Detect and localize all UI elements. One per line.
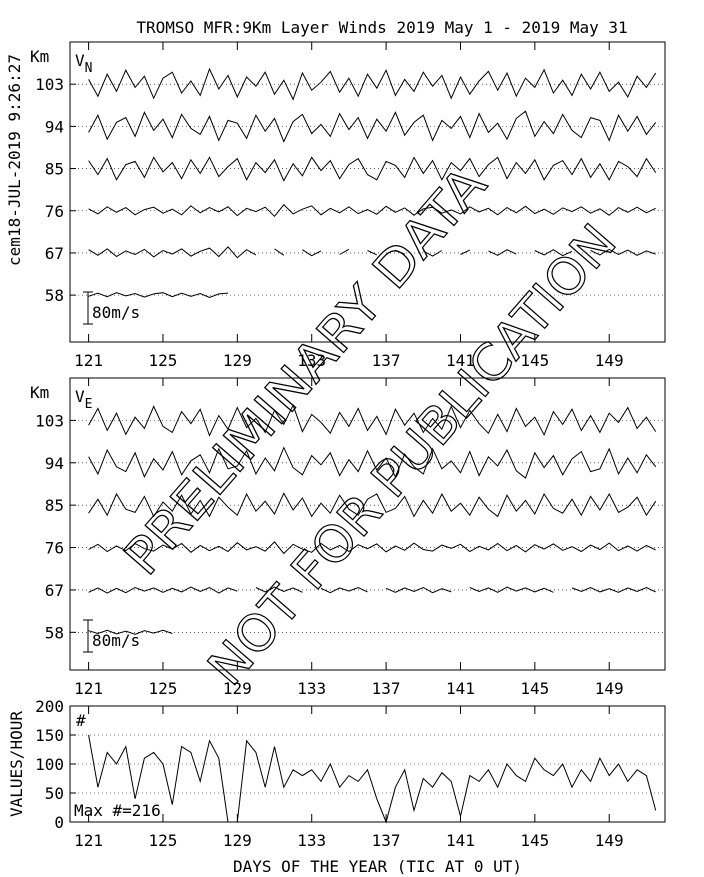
wind-trace (88, 403, 657, 437)
y-tick-label: 94 (45, 454, 64, 473)
y-tick-label: 67 (45, 244, 64, 263)
y-tick-label: 85 (45, 160, 64, 179)
count-line (88, 734, 657, 824)
scale-bar-label: 80m/s (92, 631, 140, 650)
wind-trace (88, 67, 657, 101)
scale-bar-label: 80m/s (92, 303, 140, 322)
x-tick-label: 145 (520, 831, 549, 850)
x-tick-label: 149 (595, 831, 624, 850)
panel-subscript: N (85, 61, 93, 76)
x-tick-label: 141 (446, 831, 475, 850)
plot-frame (69, 377, 666, 671)
x-tick-label: 137 (372, 351, 401, 370)
y-tick-label: 67 (45, 581, 64, 600)
annotation: # (76, 711, 86, 730)
y-tick-label: 103 (35, 75, 64, 94)
y-tick-label: 200 (35, 697, 64, 716)
wind-trace (88, 204, 656, 218)
wind-trace (88, 586, 656, 594)
y-tick-label: 103 (35, 411, 64, 430)
x-tick-label: 141 (446, 679, 475, 698)
stamp: cem18-JUL-2019 9:26:27 (5, 54, 24, 266)
title: TROMSO MFR:9Km Layer Winds 2019 May 1 - … (136, 18, 627, 37)
wind-trace (88, 446, 657, 479)
y-tick-label: 94 (45, 117, 64, 136)
y-tick-label: 58 (45, 623, 64, 642)
y-tick-label: 150 (35, 726, 64, 745)
wind-trace (88, 541, 656, 555)
x-tick-label: 121 (74, 679, 103, 698)
watermark: PRELIMINARY DATA (113, 156, 498, 587)
x-tick-label: 121 (74, 351, 103, 370)
x-tick-label: 133 (297, 831, 326, 850)
x-tick-label: 137 (372, 679, 401, 698)
wind-trace (88, 492, 657, 518)
x-tick-label: 145 (520, 679, 549, 698)
wind-trace (88, 110, 657, 143)
y-tick-label: 76 (45, 539, 64, 558)
y-tick-label: 58 (45, 286, 64, 305)
x-tick-label: 149 (595, 351, 624, 370)
x-tick-label: 145 (520, 351, 549, 370)
wind-trace (88, 629, 173, 635)
x-tick-label: 121 (74, 831, 103, 850)
x-tick-label: 125 (149, 831, 178, 850)
panel-subscript: E (85, 397, 93, 412)
y-axis-label: Km (30, 47, 49, 66)
y-tick-label: 50 (45, 784, 64, 803)
y-axis-label: Km (30, 383, 49, 402)
x-tick-label: 125 (149, 351, 178, 370)
y-axis-label: VALUES/HOUR (7, 711, 26, 817)
y-tick-label: 100 (35, 755, 64, 774)
panel-label: VE (75, 387, 92, 412)
x-tick-label: 129 (223, 831, 252, 850)
panel-label: VN (75, 51, 92, 76)
x-tick-label: 149 (595, 679, 624, 698)
plot-frame (69, 41, 666, 343)
x-axis-label: DAYS OF THE YEAR (TIC AT 0 UT) (233, 857, 522, 876)
y-tick-label: 85 (45, 496, 64, 515)
x-tick-label: 141 (446, 351, 475, 370)
x-tick-label: 129 (223, 679, 252, 698)
x-tick-label: 137 (372, 831, 401, 850)
wind-trace (88, 156, 657, 182)
y-tick-label: 0 (54, 813, 64, 832)
wind-trace (88, 246, 656, 259)
wind-trace (88, 292, 229, 299)
annotation: Max #=216 (74, 801, 161, 820)
y-tick-label: 76 (45, 202, 64, 221)
x-tick-label: 133 (297, 679, 326, 698)
x-tick-label: 125 (149, 679, 178, 698)
x-tick-label: 133 (297, 351, 326, 370)
x-tick-label: 129 (223, 351, 252, 370)
